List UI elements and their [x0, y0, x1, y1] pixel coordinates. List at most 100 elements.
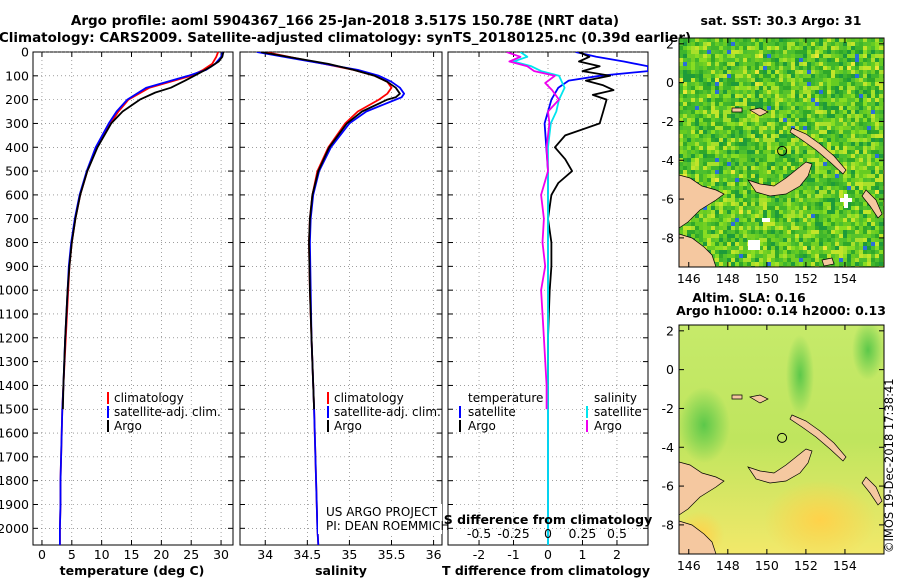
sst-cell: [855, 98, 859, 102]
sst-cell: [755, 170, 759, 174]
sst-cell: [879, 54, 883, 58]
sst-cell: [879, 206, 883, 210]
sst-cell: [819, 158, 823, 162]
sst-cell: [739, 198, 743, 202]
sst-cell: [791, 158, 795, 162]
sst-cell: [863, 202, 867, 206]
sst-cell: [699, 174, 703, 178]
sst-cell: [875, 86, 879, 90]
sst-cell: [727, 110, 731, 114]
sst-cell: [791, 46, 795, 50]
sst-cell: [815, 190, 819, 194]
sst-cell: [819, 246, 823, 250]
sst-cell: [755, 162, 759, 166]
sst-cell: [823, 122, 827, 126]
sst-cell: [835, 110, 839, 114]
sst-cell: [775, 254, 779, 258]
sst-cell: [767, 198, 771, 202]
sst-cell: [739, 134, 743, 138]
sst-cell: [747, 210, 751, 214]
sst-cell: [767, 178, 771, 182]
sst-cell: [759, 246, 763, 250]
sst-cell: [815, 206, 819, 210]
sst-cell: [823, 190, 827, 194]
sst-cell: [811, 78, 815, 82]
sst-cell: [859, 86, 863, 90]
annotation-box: [318, 504, 442, 534]
sst-cell: [731, 210, 735, 214]
sst-cell: [707, 158, 711, 162]
sst-cell: [831, 38, 835, 42]
sst-cell: [763, 90, 767, 94]
sst-cell: [863, 170, 867, 174]
sst-cell: [831, 102, 835, 106]
sst-cell: [775, 102, 779, 106]
sst-cell: [871, 218, 875, 222]
sst-cell: [855, 62, 859, 66]
sst-cell: [863, 62, 867, 66]
sst-cell: [843, 150, 847, 154]
sst-cell: [839, 226, 843, 230]
sst-cell: [835, 142, 839, 146]
sst-cell: [699, 138, 703, 142]
sst-cell: [835, 126, 839, 130]
sst-cell: [827, 122, 831, 126]
sst-cell: [811, 86, 815, 90]
sst-cell: [723, 230, 727, 234]
sst-cell: [863, 262, 867, 266]
sst-cell: [803, 46, 807, 50]
sst-cell: [739, 130, 743, 134]
sst-cell: [859, 50, 863, 54]
sst-cell: [695, 86, 699, 90]
sst-cell: [815, 234, 819, 238]
sst-cell: [851, 130, 855, 134]
sst-cell: [703, 238, 707, 242]
sst-cell: [723, 202, 727, 206]
sst-cell: [827, 78, 831, 82]
sst-cell: [727, 214, 731, 218]
sst-cell: [867, 78, 871, 82]
sst-cell: [795, 122, 799, 126]
sst-cell: [851, 182, 855, 186]
sst-cell: [791, 102, 795, 106]
sst-cell: [811, 154, 815, 158]
sst-cell: [751, 66, 755, 70]
sst-cell: [763, 130, 767, 134]
sst-cell: [775, 106, 779, 110]
sst-cell: [735, 58, 739, 62]
sst-cell: [747, 58, 751, 62]
sst-cell: [695, 238, 699, 242]
sst-cell: [707, 162, 711, 166]
sst-cell: [803, 130, 807, 134]
sst-cell: [707, 226, 711, 230]
sst-cell: [775, 214, 779, 218]
sst-cell: [723, 78, 727, 82]
sst-cell: [867, 158, 871, 162]
sst-cell: [827, 142, 831, 146]
sst-cell: [851, 194, 855, 198]
sst-cell: [783, 162, 787, 166]
sst-cell: [827, 74, 831, 78]
sst-cell: [831, 178, 835, 182]
sst-cell: [863, 70, 867, 74]
sst-cell: [695, 150, 699, 154]
sst-cell: [747, 234, 751, 238]
sst-cell: [867, 162, 871, 166]
sst-cell: [703, 106, 707, 110]
sst-cell: [759, 138, 763, 142]
sst-cell: [807, 206, 811, 210]
sst-cell: [771, 42, 775, 46]
sst-cell: [843, 42, 847, 46]
sst-cell: [727, 258, 731, 262]
sst-cell: [783, 106, 787, 110]
sst-cell: [875, 82, 879, 86]
sst-cell: [679, 54, 683, 58]
sst-cell: [711, 166, 715, 170]
sst-cell: [687, 50, 691, 54]
sst-cell: [687, 42, 691, 46]
sst-cell: [803, 234, 807, 238]
sst-cell: [723, 178, 727, 182]
sst-cell: [835, 174, 839, 178]
sst-cell: [787, 38, 791, 42]
sst-cell: [831, 54, 835, 58]
